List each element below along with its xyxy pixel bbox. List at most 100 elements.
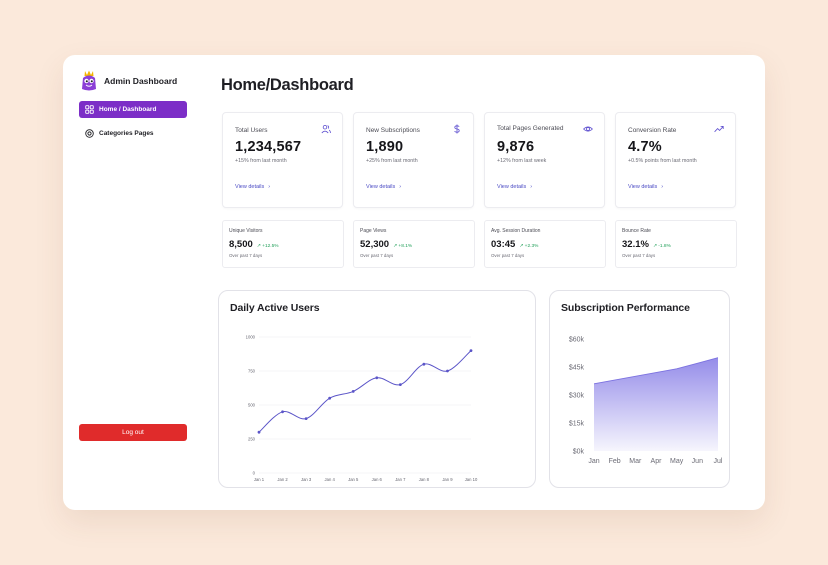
stat-value: 32.1%	[622, 239, 649, 250]
x-tick-label: Jan 7	[395, 477, 406, 482]
stat-delta: ↗ -1.8%	[652, 244, 671, 249]
page-title: Home/Dashboard	[221, 76, 354, 94]
kpi-card-total-users: Total Users 1,234,567 +15% from last mon…	[222, 112, 343, 208]
data-point	[257, 430, 261, 434]
y-tick-label: 0	[253, 471, 256, 476]
chart-title: Subscription Performance	[561, 302, 690, 314]
eye-icon	[583, 126, 593, 132]
series-line	[593, 357, 719, 385]
subscription-performance-chart: $0k $15k $30k $45k $60k Jan Feb Mar Apr May Jun Jul	[569, 337, 723, 466]
y-tick-label: 500	[248, 403, 256, 408]
stat-title: Avg. Session Duration	[491, 228, 541, 234]
stat-card-bounce-rate: Bounce Rate 32.1% ↗ -1.8% Over past 7 da…	[615, 220, 737, 268]
y-tick-label: $45k	[569, 365, 585, 372]
grid-icon	[85, 105, 94, 114]
logout-button[interactable]: Log out	[79, 424, 187, 441]
stat-value: 52,300	[360, 239, 390, 250]
data-point	[398, 383, 402, 386]
stat-subtext: Over past 7 days	[229, 253, 263, 258]
mascot-logo-icon	[82, 70, 96, 91]
view-details-label: View details	[497, 184, 527, 190]
series-line	[258, 350, 472, 433]
data-point	[422, 362, 426, 366]
stat-title: Page Views	[360, 228, 387, 234]
y-tick-label: 1000	[246, 335, 256, 340]
y-tick-label: $0k	[573, 449, 585, 456]
kpi-card-conversion-rate: Conversion Rate 4.7% +0.5% points from l…	[615, 112, 736, 208]
data-point	[446, 369, 449, 373]
kpi-title: Conversion Rate	[628, 127, 677, 134]
sidebar-item-categories-pages[interactable]: Categories Pages	[79, 125, 187, 142]
daily-active-users-card: Daily Active Users 0 250 500 750 1000 Jan 1 Ja…	[218, 290, 536, 488]
kpi-subtext: +12% from last week	[497, 158, 547, 164]
chevron-right-icon: ›	[399, 184, 402, 190]
users-icon	[321, 125, 331, 134]
x-tick-label: May	[670, 458, 684, 465]
stat-card-avg-session-duration: Avg. Session Duration 03:45 ↗ +2.3% Over…	[484, 220, 606, 268]
kpi-subtext: +25% from last month	[366, 158, 418, 164]
stat-value: 8,500	[229, 239, 253, 250]
x-tick-label: Feb	[609, 458, 621, 465]
data-point	[375, 376, 379, 380]
x-tick-label: Jan 6	[372, 477, 383, 482]
chart-title: Daily Active Users	[230, 302, 320, 314]
x-tick-label: Jul	[714, 458, 723, 465]
x-tick-label: Jun	[692, 458, 703, 465]
data-point	[281, 410, 284, 414]
x-tick-label: Jan 10	[465, 477, 478, 482]
daily-active-users-chart: 0 250 500 750 1000 Jan 1 Jan 2 Jan 3 Jan 4 Jan 5 J…	[246, 335, 478, 483]
kpi-value: 9,876	[497, 139, 535, 155]
x-tick-label: Jan 3	[301, 477, 312, 482]
stat-card-page-views: Page Views 52,300 ↗ +8.1% Over past 7 da…	[353, 220, 475, 268]
view-details-label: View details	[628, 184, 658, 190]
kpi-title: Total Users	[235, 127, 268, 134]
chevron-right-icon: ›	[530, 184, 533, 190]
x-tick-label: Jan 4	[325, 477, 336, 482]
stat-delta: ↗ +8.1%	[393, 244, 413, 249]
stat-card-unique-visitors: Unique Visitors 8,500 ↗ +12.5% Over past…	[222, 220, 344, 268]
sidebar-item-home-dashboard[interactable]: Home / Dashboard	[79, 101, 187, 118]
kpi-subtext: +0.5% points from last month	[628, 158, 697, 164]
x-tick-label: Jan 2	[277, 477, 288, 482]
stat-title: Unique Visitors	[229, 228, 263, 234]
sidebar-item-label: Categories Pages	[99, 130, 154, 137]
stat-delta: ↗ +2.3%	[519, 244, 539, 249]
x-tick-label: Mar	[629, 458, 642, 465]
stat-subtext: Over past 7 days	[622, 253, 656, 258]
y-tick-label: $60k	[569, 337, 585, 344]
kpi-subtext: +15% from last month	[235, 158, 287, 164]
kpi-value: 1,234,567	[235, 139, 302, 155]
kpi-title: Total Pages Generated	[497, 125, 564, 132]
view-details-link[interactable]: View details ›	[497, 184, 532, 190]
x-tick-label: Apr	[651, 458, 663, 465]
y-tick-label: 250	[248, 437, 256, 442]
app-title: Admin Dashboard	[104, 76, 178, 86]
kpi-value: 1,890	[366, 139, 404, 155]
x-tick-label: Jan 9	[442, 477, 453, 482]
kpi-title: New Subscriptions	[366, 127, 420, 134]
x-tick-label: Jan 8	[419, 477, 430, 482]
view-details-link[interactable]: View details ›	[628, 184, 663, 190]
view-details-link[interactable]: View details ›	[366, 184, 401, 190]
data-point	[351, 390, 355, 393]
kpi-card-total-pages-generated: Total Pages Generated 9,876 +12% from la…	[484, 112, 605, 208]
view-details-label: View details	[366, 184, 396, 190]
view-details-link[interactable]: View details ›	[235, 184, 270, 190]
chevron-right-icon: ›	[661, 184, 664, 190]
y-tick-label: $15k	[569, 421, 585, 428]
sidebar-item-label: Home / Dashboard	[99, 106, 157, 113]
data-point	[469, 349, 473, 352]
data-point	[328, 396, 332, 400]
trending-up-icon	[714, 126, 724, 133]
stat-value: 03:45	[491, 239, 516, 250]
stat-delta: ↗ +12.5%	[256, 244, 279, 249]
data-point	[304, 417, 308, 420]
stat-subtext: Over past 7 days	[360, 253, 394, 258]
circle-target-icon	[85, 129, 94, 138]
subscription-performance-card: Subscription Performance $0k $15k $30k $45k…	[549, 290, 730, 488]
y-tick-label: $30k	[569, 393, 585, 400]
kpi-value: 4.7%	[628, 139, 662, 155]
brand[interactable]: Admin Dashboard	[80, 70, 177, 92]
kpi-card-new-subscriptions: New Subscriptions 1,890 +25% from last m…	[353, 112, 474, 208]
x-tick-label: Jan	[588, 458, 599, 465]
